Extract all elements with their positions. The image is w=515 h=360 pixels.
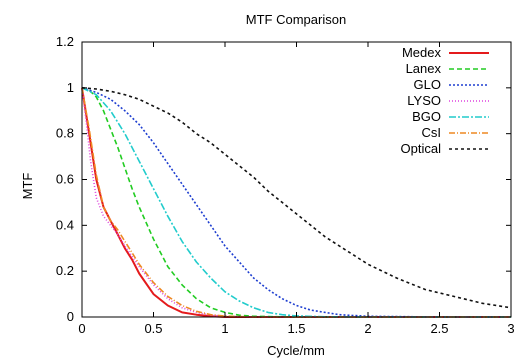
x-tick-label: 3 <box>507 321 514 336</box>
x-axis-title: Cycle/mm <box>267 343 325 358</box>
legend-label: Lanex <box>406 61 442 76</box>
y-tick-label: 0.8 <box>56 126 74 141</box>
y-tick-label: 0 <box>67 309 74 324</box>
y-tick-label: 1.2 <box>56 34 74 49</box>
chart-title: MTF Comparison <box>246 12 346 27</box>
legend-label: CsI <box>422 125 442 140</box>
legend-label: Medex <box>402 45 442 60</box>
y-tick-label: 0.6 <box>56 172 74 187</box>
series-line-optical <box>81 87 512 309</box>
x-tick-label: 2 <box>364 321 371 336</box>
y-axis-title: MTF <box>20 173 35 200</box>
legend-label: GLO <box>414 77 441 92</box>
x-tick-label: 0.5 <box>144 321 162 336</box>
y-tick-label: 0.4 <box>56 217 74 232</box>
legend-label: LYSO <box>407 93 441 108</box>
y-tick-label: 1 <box>67 80 74 95</box>
series-line-lanex <box>81 87 511 318</box>
legend-label: BGO <box>412 109 441 124</box>
x-tick-label: 2.5 <box>430 321 448 336</box>
series-line-glo <box>81 87 511 318</box>
y-tick-label: 0.2 <box>56 263 74 278</box>
legend-label: Optical <box>401 141 442 156</box>
x-tick-label: 0 <box>78 321 85 336</box>
x-tick-label: 1 <box>221 321 228 336</box>
series-line-medex <box>81 87 511 318</box>
x-tick-label: 1.5 <box>287 321 305 336</box>
